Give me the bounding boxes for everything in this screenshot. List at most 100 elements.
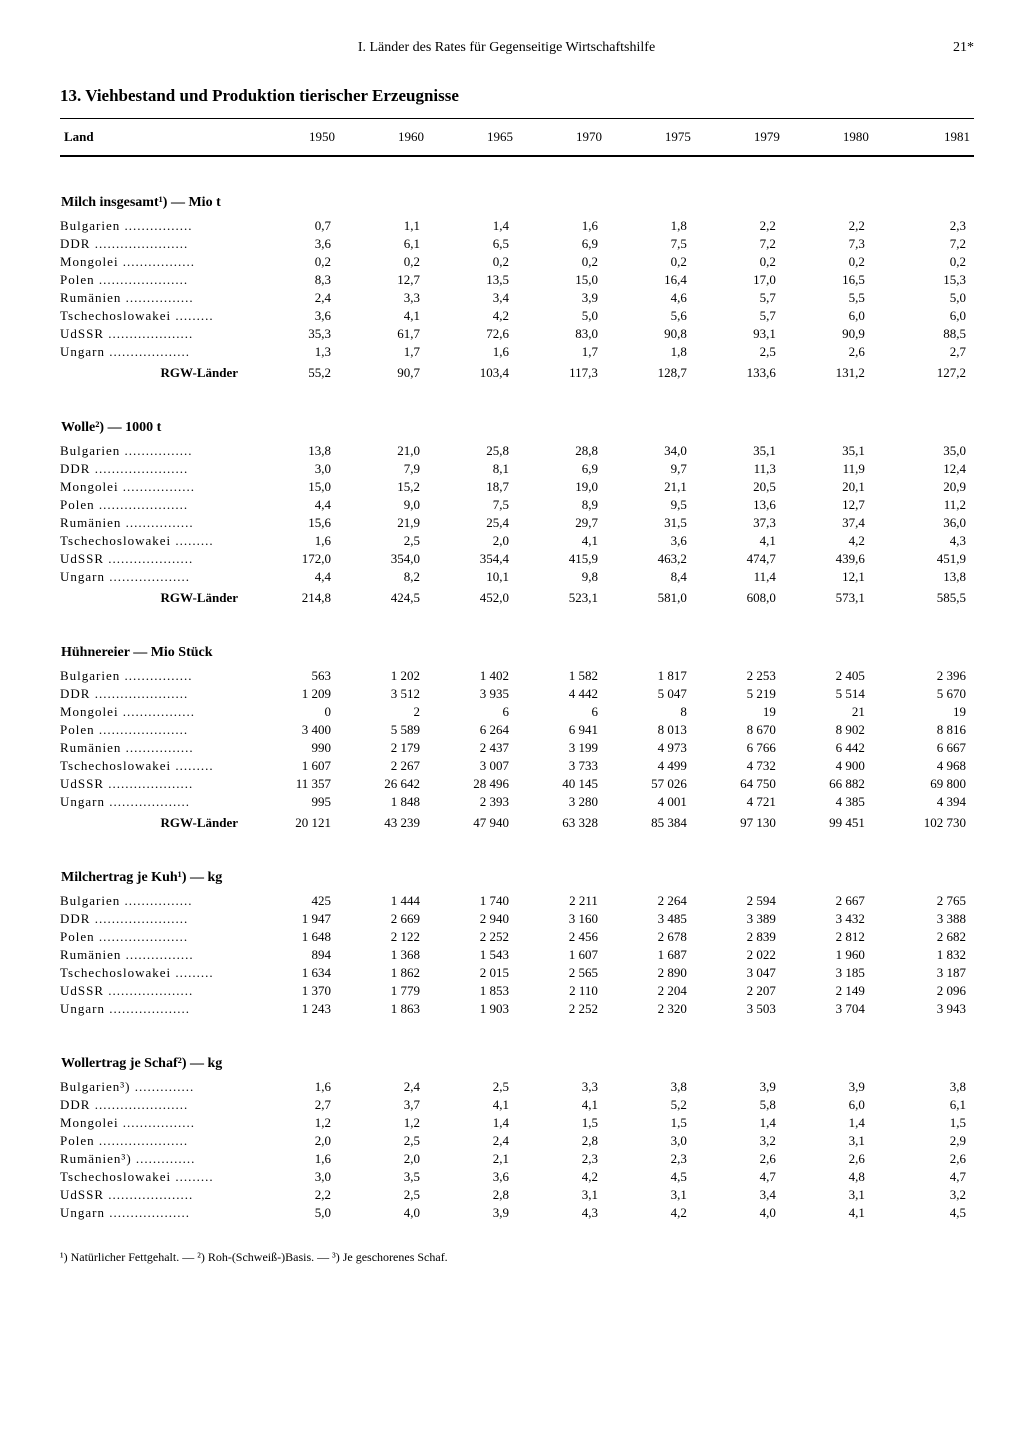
value-cell: 6 941 bbox=[517, 721, 606, 739]
col-year: 1965 bbox=[428, 119, 517, 156]
value-cell: 2 110 bbox=[517, 982, 606, 1000]
total-value: 131,2 bbox=[784, 361, 873, 382]
value-cell: 1 853 bbox=[428, 982, 517, 1000]
value-cell: 6,0 bbox=[784, 1096, 873, 1114]
table-row: Polen .....................1 6482 1222 2… bbox=[60, 928, 974, 946]
table-row: Bulgarien³) ..............1,62,42,53,33,… bbox=[60, 1078, 974, 1096]
section-heading: Wollertrag je Schaf²) — kg bbox=[60, 1018, 974, 1078]
value-cell: 1,7 bbox=[339, 343, 428, 361]
value-cell: 6,1 bbox=[339, 235, 428, 253]
value-cell: 0,2 bbox=[784, 253, 873, 271]
value-cell: 1,5 bbox=[517, 1114, 606, 1132]
value-cell: 4,2 bbox=[784, 532, 873, 550]
value-cell: 15,0 bbox=[517, 271, 606, 289]
value-cell: 1,2 bbox=[339, 1114, 428, 1132]
total-value: 214,8 bbox=[250, 586, 339, 607]
value-cell: 5 670 bbox=[873, 685, 974, 703]
value-cell: 6,0 bbox=[873, 307, 974, 325]
total-value: 63 328 bbox=[517, 811, 606, 832]
value-cell: 5,7 bbox=[695, 307, 784, 325]
table-row: UdSSR ....................35,361,772,683… bbox=[60, 325, 974, 343]
total-value: 452,0 bbox=[428, 586, 517, 607]
value-cell: 1 740 bbox=[428, 892, 517, 910]
total-value: 97 130 bbox=[695, 811, 784, 832]
value-cell: 1 648 bbox=[250, 928, 339, 946]
value-cell: 6 bbox=[517, 703, 606, 721]
value-cell: 1 243 bbox=[250, 1000, 339, 1018]
value-cell: 69 800 bbox=[873, 775, 974, 793]
value-cell: 2 839 bbox=[695, 928, 784, 946]
table-row: UdSSR ....................11 35726 64228… bbox=[60, 775, 974, 793]
value-cell: 2 015 bbox=[428, 964, 517, 982]
value-cell: 1,4 bbox=[428, 1114, 517, 1132]
value-cell: 12,4 bbox=[873, 460, 974, 478]
value-cell: 2 149 bbox=[784, 982, 873, 1000]
value-cell: 2,7 bbox=[873, 343, 974, 361]
value-cell: 19 bbox=[873, 703, 974, 721]
value-cell: 3 160 bbox=[517, 910, 606, 928]
value-cell: 1 368 bbox=[339, 946, 428, 964]
total-value: 20 121 bbox=[250, 811, 339, 832]
value-cell: 57 026 bbox=[606, 775, 695, 793]
table-row: DDR ......................1 9472 6692 94… bbox=[60, 910, 974, 928]
value-cell: 4 442 bbox=[517, 685, 606, 703]
value-cell: 3 704 bbox=[784, 1000, 873, 1018]
value-cell: 4,8 bbox=[784, 1168, 873, 1186]
value-cell: 1,6 bbox=[517, 217, 606, 235]
value-cell: 2 940 bbox=[428, 910, 517, 928]
col-year: 1960 bbox=[339, 119, 428, 156]
value-cell: 1 903 bbox=[428, 1000, 517, 1018]
value-cell: 3 503 bbox=[695, 1000, 784, 1018]
country-cell: DDR ...................... bbox=[60, 685, 250, 703]
value-cell: 20,9 bbox=[873, 478, 974, 496]
value-cell: 4 721 bbox=[695, 793, 784, 811]
value-cell: 2,4 bbox=[428, 1132, 517, 1150]
value-cell: 3 007 bbox=[428, 757, 517, 775]
value-cell: 20,1 bbox=[784, 478, 873, 496]
total-value: 43 239 bbox=[339, 811, 428, 832]
value-cell: 451,9 bbox=[873, 550, 974, 568]
value-cell: 2 890 bbox=[606, 964, 695, 982]
value-cell: 1,4 bbox=[428, 217, 517, 235]
value-cell: 90,9 bbox=[784, 325, 873, 343]
value-cell: 1,6 bbox=[250, 1078, 339, 1096]
value-cell: 415,9 bbox=[517, 550, 606, 568]
value-cell: 990 bbox=[250, 739, 339, 757]
value-cell: 1,7 bbox=[517, 343, 606, 361]
value-cell: 894 bbox=[250, 946, 339, 964]
value-cell: 31,5 bbox=[606, 514, 695, 532]
country-cell: UdSSR .................... bbox=[60, 982, 250, 1000]
value-cell: 6,5 bbox=[428, 235, 517, 253]
table-row: Mongolei .................1,21,21,41,51,… bbox=[60, 1114, 974, 1132]
footnotes: ¹) Natürlicher Fettgehalt. — ²) Roh-(Sch… bbox=[60, 1250, 974, 1265]
table-row: Tschechoslowakei .........1 6072 2673 00… bbox=[60, 757, 974, 775]
value-cell: 1,5 bbox=[606, 1114, 695, 1132]
value-cell: 1 863 bbox=[339, 1000, 428, 1018]
value-cell: 2 022 bbox=[695, 946, 784, 964]
table-row: UdSSR ....................172,0354,0354,… bbox=[60, 550, 974, 568]
country-cell: Ungarn ................... bbox=[60, 1000, 250, 1018]
value-cell: 8,4 bbox=[606, 568, 695, 586]
value-cell: 72,6 bbox=[428, 325, 517, 343]
value-cell: 2,3 bbox=[873, 217, 974, 235]
value-cell: 1,8 bbox=[606, 343, 695, 361]
value-cell: 64 750 bbox=[695, 775, 784, 793]
value-cell: 13,6 bbox=[695, 496, 784, 514]
value-cell: 2 396 bbox=[873, 667, 974, 685]
value-cell: 83,0 bbox=[517, 325, 606, 343]
value-cell: 2,5 bbox=[695, 343, 784, 361]
country-cell: Ungarn ................... bbox=[60, 343, 250, 361]
col-year: 1950 bbox=[250, 119, 339, 156]
value-cell: 19 bbox=[695, 703, 784, 721]
total-value: 585,5 bbox=[873, 586, 974, 607]
value-cell: 7,3 bbox=[784, 235, 873, 253]
total-value: 573,1 bbox=[784, 586, 873, 607]
table-row: Rumänien ................2,43,33,43,94,6… bbox=[60, 289, 974, 307]
value-cell: 4 732 bbox=[695, 757, 784, 775]
value-cell: 4,3 bbox=[517, 1204, 606, 1222]
table-row: Bulgarien ................0,71,11,41,61,… bbox=[60, 217, 974, 235]
value-cell: 6 442 bbox=[784, 739, 873, 757]
value-cell: 2 594 bbox=[695, 892, 784, 910]
table-row: Polen .....................3 4005 5896 2… bbox=[60, 721, 974, 739]
value-cell: 6,1 bbox=[873, 1096, 974, 1114]
